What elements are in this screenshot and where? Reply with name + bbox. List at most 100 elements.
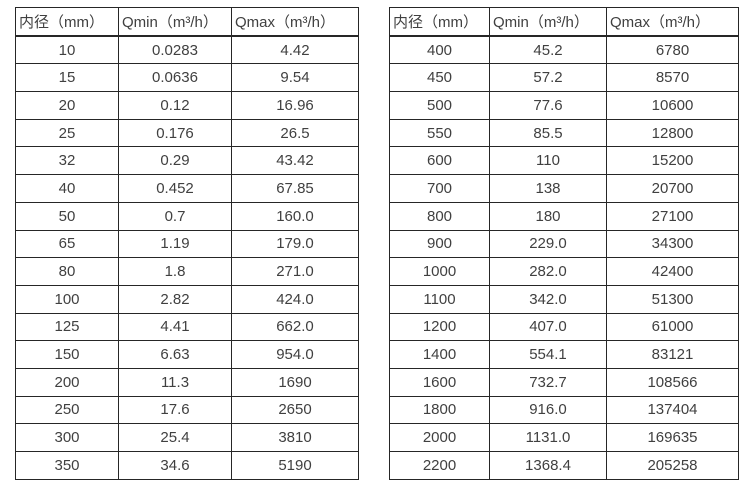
qmin-cell: 916.0 (489, 395, 607, 425)
table-row: 20 0.12 16.96 (15, 91, 359, 120)
qmin-cell: 110 (489, 146, 607, 176)
diameter-cell: 150 (15, 340, 119, 369)
qmax-cell: 42400 (606, 257, 739, 286)
diameter-cell: 100 (15, 284, 119, 314)
diameter-cell: 1000 (389, 257, 490, 286)
qmax-cell: 179.0 (231, 229, 359, 259)
qmax-cell: 169635 (606, 423, 739, 452)
qmax-cell: 10600 (606, 91, 739, 120)
qmin-cell: 180 (489, 201, 607, 231)
diameter-cell: 32 (15, 146, 119, 176)
qmax-cell: 83121 (606, 340, 739, 369)
qmax-cell: 5190 (231, 451, 359, 480)
table-row: 1400 554.1 83121 (389, 340, 739, 369)
qmin-cell: 732.7 (489, 367, 607, 397)
table-row: 32 0.29 43.42 (15, 146, 359, 176)
qmax-cell: 8570 (606, 63, 739, 93)
diameter-cell: 800 (389, 201, 490, 231)
table-header: 内径（mm） Qmin（m³/h） Qmax（m³/h） (15, 6, 359, 37)
table-row: 150 6.63 954.0 (15, 340, 359, 369)
qmin-cell: 1131.0 (489, 423, 607, 452)
table-row: 250 17.6 2650 (15, 395, 359, 425)
table-row: 65 1.19 179.0 (15, 229, 359, 259)
qmax-cell: 27100 (606, 201, 739, 231)
qmax-cell: 137404 (606, 395, 739, 425)
column-header-2: Qmax（m³/h） (606, 6, 739, 37)
column-header-0: 内径（mm） (389, 6, 490, 37)
table-row: 800 180 27100 (389, 201, 739, 231)
table-row: 1000 282.0 42400 (389, 257, 739, 286)
qmax-cell: 108566 (606, 367, 739, 397)
qmax-cell: 3810 (231, 423, 359, 452)
diameter-cell: 400 (389, 35, 490, 65)
qmin-cell: 0.7 (118, 201, 232, 231)
diameter-cell: 25 (15, 118, 119, 148)
diameter-cell: 550 (389, 118, 490, 148)
table-row: 400 45.2 6780 (389, 35, 739, 65)
header-row: 内径（mm） Qmin（m³/h） Qmax（m³/h） (389, 6, 739, 37)
qmax-cell: 954.0 (231, 340, 359, 369)
table-row: 40 0.452 67.85 (15, 174, 359, 203)
qmin-cell: 0.176 (118, 118, 232, 148)
header-row: 内径（mm） Qmin（m³/h） Qmax（m³/h） (15, 6, 359, 37)
qmax-cell: 424.0 (231, 284, 359, 314)
diameter-cell: 1600 (389, 367, 490, 397)
qmin-cell: 0.0636 (118, 63, 232, 93)
diameter-cell: 500 (389, 91, 490, 120)
qmin-cell: 282.0 (489, 257, 607, 286)
table-row: 500 77.6 10600 (389, 91, 739, 120)
column-header-1: Qmin（m³/h） (489, 6, 607, 37)
table-row: 10 0.0283 4.42 (15, 35, 359, 65)
table-row: 900 229.0 34300 (389, 229, 739, 259)
qmax-cell: 51300 (606, 284, 739, 314)
qmax-cell: 34300 (606, 229, 739, 259)
qmax-cell: 67.85 (231, 174, 359, 203)
qmin-cell: 6.63 (118, 340, 232, 369)
qmax-cell: 20700 (606, 174, 739, 203)
diameter-cell: 1400 (389, 340, 490, 369)
qmax-cell: 15200 (606, 146, 739, 176)
qmax-cell: 271.0 (231, 257, 359, 286)
qmax-cell: 61000 (606, 312, 739, 342)
diameter-cell: 2200 (389, 451, 490, 480)
qmin-cell: 77.6 (489, 91, 607, 120)
diameter-cell: 2000 (389, 423, 490, 452)
qmax-cell: 26.5 (231, 118, 359, 148)
table-row: 1200 407.0 61000 (389, 312, 739, 342)
table-row: 2200 1368.4 205258 (389, 451, 739, 480)
diameter-cell: 15 (15, 63, 119, 93)
diameter-cell: 300 (15, 423, 119, 452)
qmin-cell: 45.2 (489, 35, 607, 65)
qmin-cell: 4.41 (118, 312, 232, 342)
diameter-cell: 10 (15, 35, 119, 65)
qmin-cell: 0.452 (118, 174, 232, 203)
qmin-cell: 85.5 (489, 118, 607, 148)
qmax-cell: 4.42 (231, 35, 359, 65)
diameter-cell: 450 (389, 63, 490, 93)
table-row: 550 85.5 12800 (389, 118, 739, 148)
qmax-cell: 43.42 (231, 146, 359, 176)
diameter-cell: 600 (389, 146, 490, 176)
table-row: 1600 732.7 108566 (389, 367, 739, 397)
table-body: 10 0.0283 4.42 15 0.0636 9.54 20 0.12 16.96 25 0.1… (15, 35, 359, 480)
diameter-cell: 20 (15, 91, 119, 120)
qmin-cell: 0.0283 (118, 35, 232, 65)
column-header-2: Qmax（m³/h） (231, 6, 359, 37)
table-row: 100 2.82 424.0 (15, 284, 359, 314)
qmin-cell: 407.0 (489, 312, 607, 342)
qmin-cell: 1.8 (118, 257, 232, 286)
table-row: 2000 1131.0 169635 (389, 423, 739, 452)
table-row: 200 11.3 1690 (15, 367, 359, 397)
table-row: 125 4.41 662.0 (15, 312, 359, 342)
qmax-cell: 1690 (231, 367, 359, 397)
qmax-cell: 6780 (606, 35, 739, 65)
flow-rate-table-small-diameters: 内径（mm） Qmin（m³/h） Qmax（m³/h） 10 0.0283 4.42 1… (15, 6, 359, 480)
column-header-1: Qmin（m³/h） (118, 6, 232, 37)
diameter-cell: 200 (15, 367, 119, 397)
qmin-cell: 17.6 (118, 395, 232, 425)
diameter-cell: 125 (15, 312, 119, 342)
diameter-cell: 1800 (389, 395, 490, 425)
diameter-cell: 1100 (389, 284, 490, 314)
qmax-cell: 9.54 (231, 63, 359, 93)
diameter-cell: 80 (15, 257, 119, 286)
